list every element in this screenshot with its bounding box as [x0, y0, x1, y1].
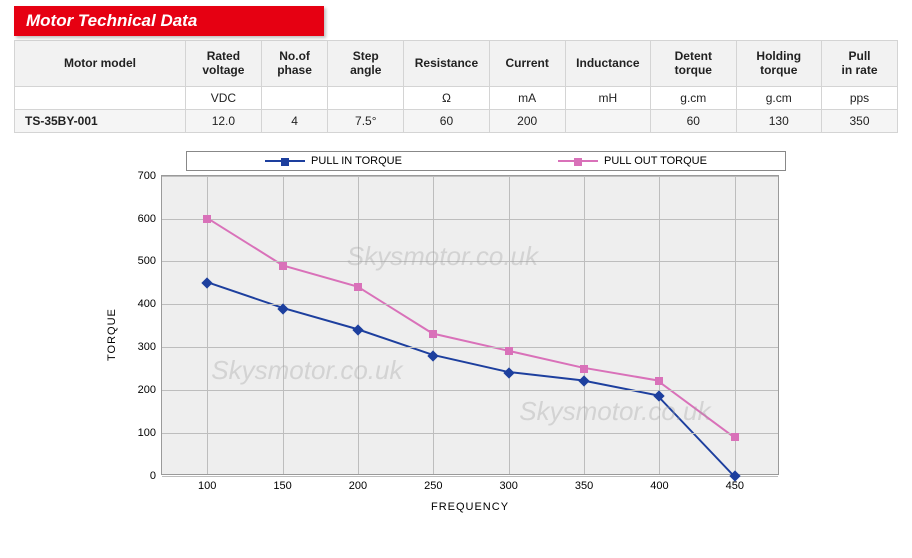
table-cell: 350 — [821, 109, 897, 132]
table-unit-cell: g.cm — [736, 86, 821, 109]
x-tick-label: 400 — [650, 474, 668, 492]
chart-legend: PULL IN TORQUE PULL OUT TORQUE — [186, 151, 786, 171]
table-cell: 60 — [404, 109, 489, 132]
y-tick-label: 500 — [138, 255, 162, 267]
table-header-cell: Pullin rate — [821, 41, 897, 87]
legend-label: PULL IN TORQUE — [311, 155, 402, 167]
y-tick-label: 400 — [138, 298, 162, 310]
data-marker — [279, 262, 287, 270]
series-line — [208, 218, 732, 435]
legend-item: PULL IN TORQUE — [265, 155, 402, 167]
plot-area: 0100200300400500600700100150200250300350… — [161, 175, 779, 475]
table-unit-cell: VDC — [185, 86, 261, 109]
table-units-row: VDCΩmAmHg.cmg.cmpps — [15, 86, 898, 109]
section-banner: Motor Technical Data — [14, 6, 324, 36]
table-header-cell: Resistance — [404, 41, 489, 87]
data-marker — [580, 365, 588, 373]
x-tick-label: 350 — [575, 474, 593, 492]
table-cell: 130 — [736, 109, 821, 132]
table-unit-cell — [261, 86, 327, 109]
table-cell: 4 — [261, 109, 327, 132]
table-cell: 12.0 — [185, 109, 261, 132]
table-unit-cell: Ω — [404, 86, 489, 109]
table-header-cell: Stepangle — [328, 41, 404, 87]
table-cell: 60 — [651, 109, 736, 132]
table-header-cell: Motor model — [15, 41, 186, 87]
data-marker — [203, 215, 211, 223]
y-tick-label: 200 — [138, 384, 162, 396]
table-header-cell: Detenttorque — [651, 41, 736, 87]
table-unit-cell — [328, 86, 404, 109]
motor-data-table: Motor modelRatedvoltageNo.ofphaseStepang… — [14, 40, 898, 133]
table-header-row: Motor modelRatedvoltageNo.ofphaseStepang… — [15, 41, 898, 87]
table-cell: TS-35BY-001 — [15, 109, 186, 132]
banner-title: Motor Technical Data — [26, 11, 197, 30]
table-unit-cell: mA — [489, 86, 565, 109]
table-unit-cell: mH — [565, 86, 650, 109]
y-axis-label: TORQUE — [106, 308, 118, 361]
y-tick-label: 100 — [138, 427, 162, 439]
x-tick-label: 250 — [424, 474, 442, 492]
x-tick-label: 100 — [198, 474, 216, 492]
y-tick-label: 600 — [138, 213, 162, 225]
x-tick-label: 300 — [499, 474, 517, 492]
legend-label: PULL OUT TORQUE — [604, 155, 707, 167]
table-unit-cell: pps — [821, 86, 897, 109]
table-header-cell: Current — [489, 41, 565, 87]
x-axis-label: FREQUENCY — [161, 501, 779, 513]
y-tick-label: 700 — [138, 170, 162, 182]
table-header-cell: Holdingtorque — [736, 41, 821, 87]
data-marker — [429, 330, 437, 338]
table-cell: 7.5° — [328, 109, 404, 132]
data-marker — [655, 377, 663, 385]
table-header-cell: No.ofphase — [261, 41, 327, 87]
chart-lines-svg — [162, 176, 778, 474]
torque-frequency-chart: PULL IN TORQUEPULL OUT TORQUE TORQUE 010… — [96, 151, 816, 513]
data-marker — [731, 433, 739, 441]
table-header-cell: Ratedvoltage — [185, 41, 261, 87]
table-unit-cell: g.cm — [651, 86, 736, 109]
table-cell: 200 — [489, 109, 565, 132]
y-tick-label: 300 — [138, 341, 162, 353]
data-marker — [354, 283, 362, 291]
table-header-cell: Inductance — [565, 41, 650, 87]
legend-item: PULL OUT TORQUE — [558, 155, 707, 167]
data-marker — [505, 347, 513, 355]
table-row: TS-35BY-00112.047.5°6020060130350 — [15, 109, 898, 132]
x-tick-label: 150 — [273, 474, 291, 492]
table-unit-cell — [15, 86, 186, 109]
x-tick-label: 200 — [349, 474, 367, 492]
y-tick-label: 0 — [150, 470, 162, 482]
table-cell — [565, 109, 650, 132]
